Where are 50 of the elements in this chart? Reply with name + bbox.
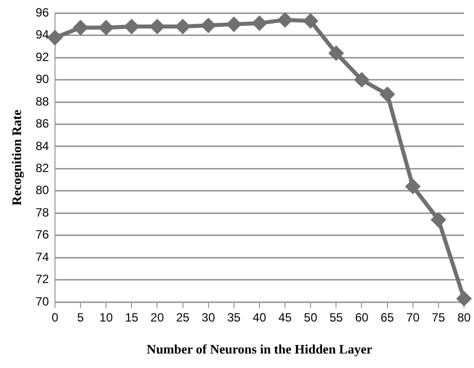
x-tick-label: 55: [329, 310, 344, 325]
y-tick-label: 90: [36, 72, 50, 86]
y-tick-label: 80: [36, 183, 50, 198]
x-axis-title: Number of Neurons in the Hidden Layer: [146, 342, 372, 357]
x-tick-label: 60: [355, 310, 369, 325]
point: [380, 87, 394, 102]
x-tick-label: 30: [202, 310, 216, 325]
point: [431, 212, 446, 227]
point: [226, 17, 241, 32]
x-tick-label: 50: [304, 310, 318, 325]
x-tick-label: 35: [227, 310, 241, 325]
x-tick-label: 75: [432, 310, 446, 325]
x-tick-label: 40: [252, 310, 266, 325]
y-tick-label: 72: [36, 272, 50, 286]
point: [457, 292, 471, 306]
y-tick-label: 76: [36, 228, 50, 242]
y-tick-label: 86: [36, 116, 50, 131]
y-tick-label: 92: [36, 50, 50, 64]
point: [406, 179, 420, 194]
x-tick-label: 45: [278, 310, 292, 325]
x-tick-label: 15: [124, 310, 139, 325]
point: [74, 20, 88, 35]
point: [124, 20, 139, 34]
x-tick-label: 5: [77, 310, 84, 325]
point: [99, 20, 114, 35]
point: [201, 18, 216, 32]
point: [176, 20, 190, 34]
x-tick-label: 80: [457, 310, 471, 325]
y-tick-label: 70: [36, 294, 50, 308]
y-tick-label: 74: [36, 250, 50, 264]
point: [150, 20, 164, 34]
y-tick-label: 96: [36, 6, 50, 20]
point: [278, 12, 292, 27]
x-tick-label: 10: [99, 310, 114, 325]
y-tick-label: 82: [36, 161, 50, 176]
point: [354, 72, 369, 87]
y-tick-label: 88: [36, 94, 50, 108]
y-tick-label: 84: [36, 138, 50, 153]
y-tick-label: 78: [36, 205, 50, 220]
point: [48, 30, 62, 45]
x-tick-label: 65: [380, 310, 394, 325]
x-tick-label: 25: [176, 310, 190, 325]
x-tick-label: 0: [52, 310, 59, 325]
point: [252, 16, 266, 30]
x-tick-label: 20: [150, 310, 164, 325]
y-axis-title: Recognition Rate: [9, 110, 24, 206]
point: [329, 46, 344, 60]
point: [304, 14, 318, 28]
x-tick-label: 70: [406, 310, 420, 325]
y-tick-label: 94: [36, 28, 50, 42]
